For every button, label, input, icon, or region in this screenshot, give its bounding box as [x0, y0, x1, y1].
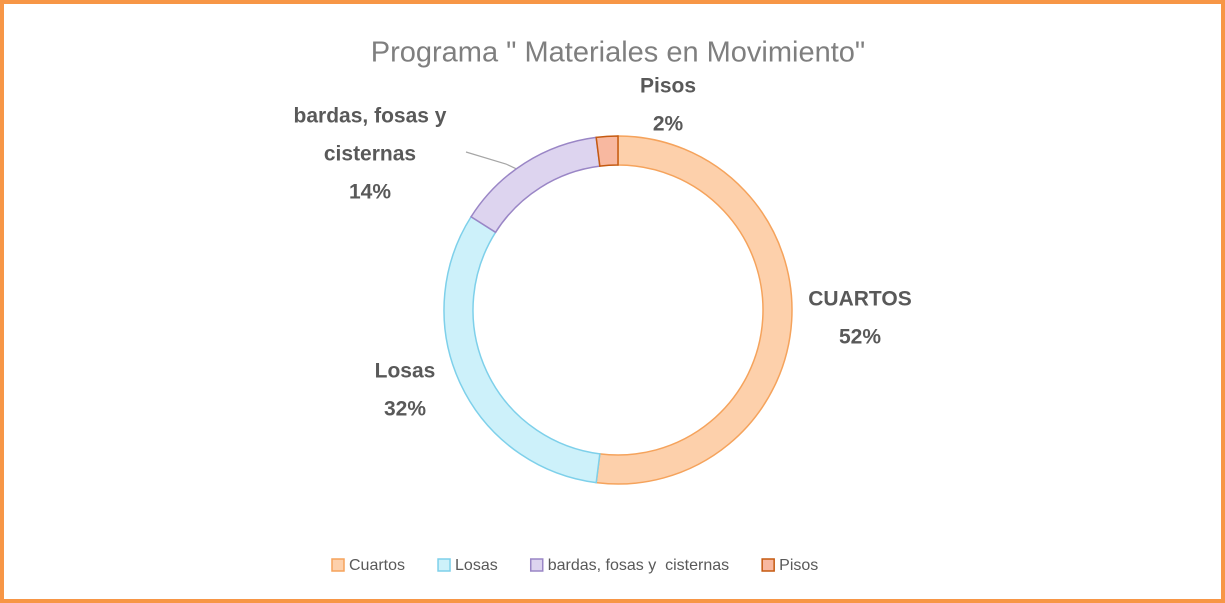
data-label: 52% [839, 326, 881, 349]
legend-swatch [761, 558, 775, 572]
legend-label: Cuartos [349, 557, 405, 574]
legend-swatch [529, 558, 544, 572]
chart-title: Programa " Materiales en Movimiento" [371, 37, 865, 69]
legend-label: Pisos [779, 557, 818, 574]
data-label-name: cisternas [324, 143, 416, 166]
legend-label: bardas, fosas y cisternas [548, 557, 729, 574]
data-label: 2% [653, 113, 684, 136]
donut-segment [595, 135, 619, 167]
legend-swatch [437, 558, 451, 572]
data-label: 32% [384, 398, 426, 421]
data-label: 14% [349, 181, 391, 204]
data-label-name: Pisos [640, 75, 696, 98]
data-label-name: Losas [375, 360, 436, 383]
data-label-name: CUARTOS [808, 288, 911, 311]
legend-label: Losas [455, 557, 498, 574]
data-label-name: bardas, fosas y [294, 105, 447, 128]
legend: Cuartos Losas bardas, fosas y cisternas Pis… [331, 557, 818, 574]
legend-swatch [331, 558, 345, 572]
